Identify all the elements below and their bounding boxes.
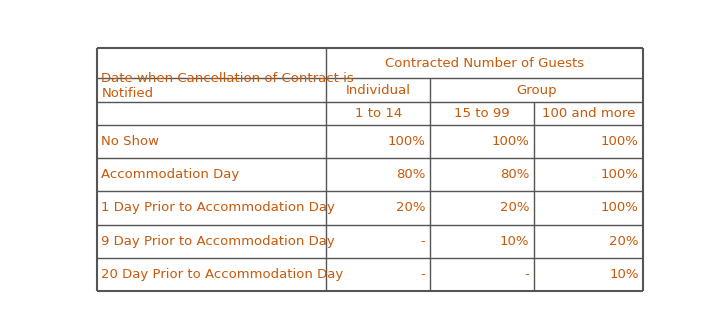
Text: Date when Cancellation of Contract is
Notified: Date when Cancellation of Contract is No… xyxy=(101,72,355,100)
Text: 80%: 80% xyxy=(396,168,426,181)
Text: 100%: 100% xyxy=(601,202,639,214)
Text: 20%: 20% xyxy=(396,202,426,214)
Text: Accommodation Day: Accommodation Day xyxy=(101,168,240,181)
Text: 80%: 80% xyxy=(500,168,529,181)
Text: 1 to 14: 1 to 14 xyxy=(355,107,402,120)
Text: Group: Group xyxy=(516,84,557,96)
Text: 20%: 20% xyxy=(609,235,639,248)
Text: 9 Day Prior to Accommodation Day: 9 Day Prior to Accommodation Day xyxy=(101,235,335,248)
Text: Contracted Number of Guests: Contracted Number of Guests xyxy=(385,57,584,70)
Text: 100%: 100% xyxy=(601,135,639,148)
Text: 10%: 10% xyxy=(609,268,639,281)
Text: 1 Day Prior to Accommodation Day: 1 Day Prior to Accommodation Day xyxy=(101,202,335,214)
Text: No Show: No Show xyxy=(101,135,160,148)
Text: 20 Day Prior to Accommodation Day: 20 Day Prior to Accommodation Day xyxy=(101,268,344,281)
Text: -: - xyxy=(525,268,529,281)
Text: 100%: 100% xyxy=(492,135,529,148)
Text: Individual: Individual xyxy=(346,84,411,96)
Text: 100%: 100% xyxy=(601,168,639,181)
Text: 15 to 99: 15 to 99 xyxy=(454,107,510,120)
Text: -: - xyxy=(421,235,426,248)
Text: -: - xyxy=(421,268,426,281)
Text: 100%: 100% xyxy=(388,135,426,148)
Text: 100 and more: 100 and more xyxy=(542,107,635,120)
Text: 20%: 20% xyxy=(500,202,529,214)
Text: 10%: 10% xyxy=(500,235,529,248)
